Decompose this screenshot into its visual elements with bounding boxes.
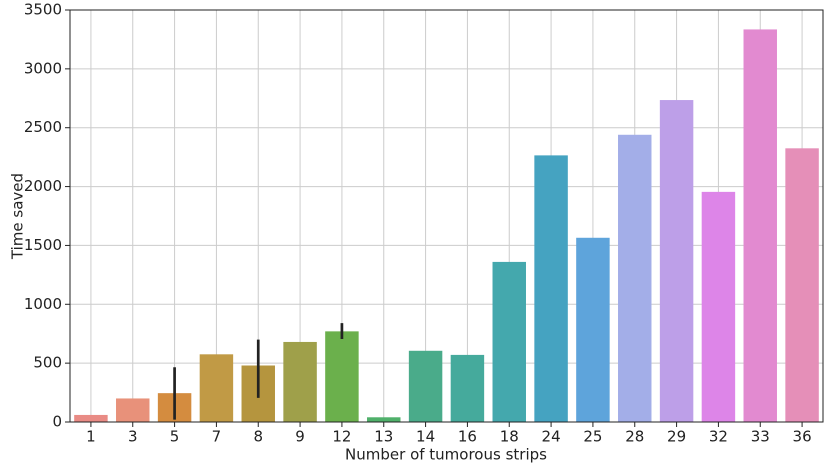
bar: [199, 354, 234, 422]
bar: [576, 237, 610, 422]
x-tick-label: 32: [709, 428, 728, 446]
bar: [659, 100, 694, 423]
x-tick-label: 9: [295, 428, 305, 446]
bar: [325, 331, 359, 422]
y-tick-label: 3500: [24, 1, 62, 19]
x-tick-label: 18: [500, 428, 519, 446]
x-tick-label: 12: [332, 428, 351, 446]
x-tick-label: 13: [374, 428, 393, 446]
bar: [785, 148, 819, 423]
bar: [492, 261, 526, 422]
bar: [701, 191, 736, 422]
y-tick-label: 2000: [24, 177, 62, 195]
x-tick-label: 29: [667, 428, 686, 446]
x-tick-label: 33: [751, 428, 770, 446]
x-tick-label: 7: [212, 428, 222, 446]
x-tick-label: 16: [458, 428, 477, 446]
x-tick-label: 14: [416, 428, 435, 446]
y-tick-label: 500: [33, 354, 62, 372]
y-tick-label: 2500: [24, 118, 62, 136]
x-tick-label: 28: [625, 428, 644, 446]
bar: [116, 398, 150, 422]
x-tick-label: 3: [128, 428, 138, 446]
bar: [450, 354, 485, 422]
bar: [408, 350, 443, 422]
bar: [74, 414, 108, 422]
y-axis-label: Time saved: [9, 173, 27, 260]
x-tick-label: 1: [86, 428, 96, 446]
y-tick-label: 1500: [24, 236, 62, 254]
bar: [367, 417, 401, 422]
bar: [283, 341, 317, 422]
x-tick-label: 36: [793, 428, 812, 446]
plot-frame: [69, 9, 824, 423]
y-tick-label: 3000: [24, 59, 62, 77]
x-tick-label: 5: [170, 428, 180, 446]
x-tick-label: 24: [542, 428, 561, 446]
bar: [534, 155, 568, 422]
y-tick-label: 1000: [24, 295, 62, 313]
x-axis-label: Number of tumorous strips: [345, 446, 547, 464]
x-tick-label: 25: [583, 428, 602, 446]
x-tick-label: 8: [253, 428, 263, 446]
bar: [743, 29, 777, 423]
bar: [618, 134, 652, 422]
y-tick-label: 0: [52, 413, 62, 431]
